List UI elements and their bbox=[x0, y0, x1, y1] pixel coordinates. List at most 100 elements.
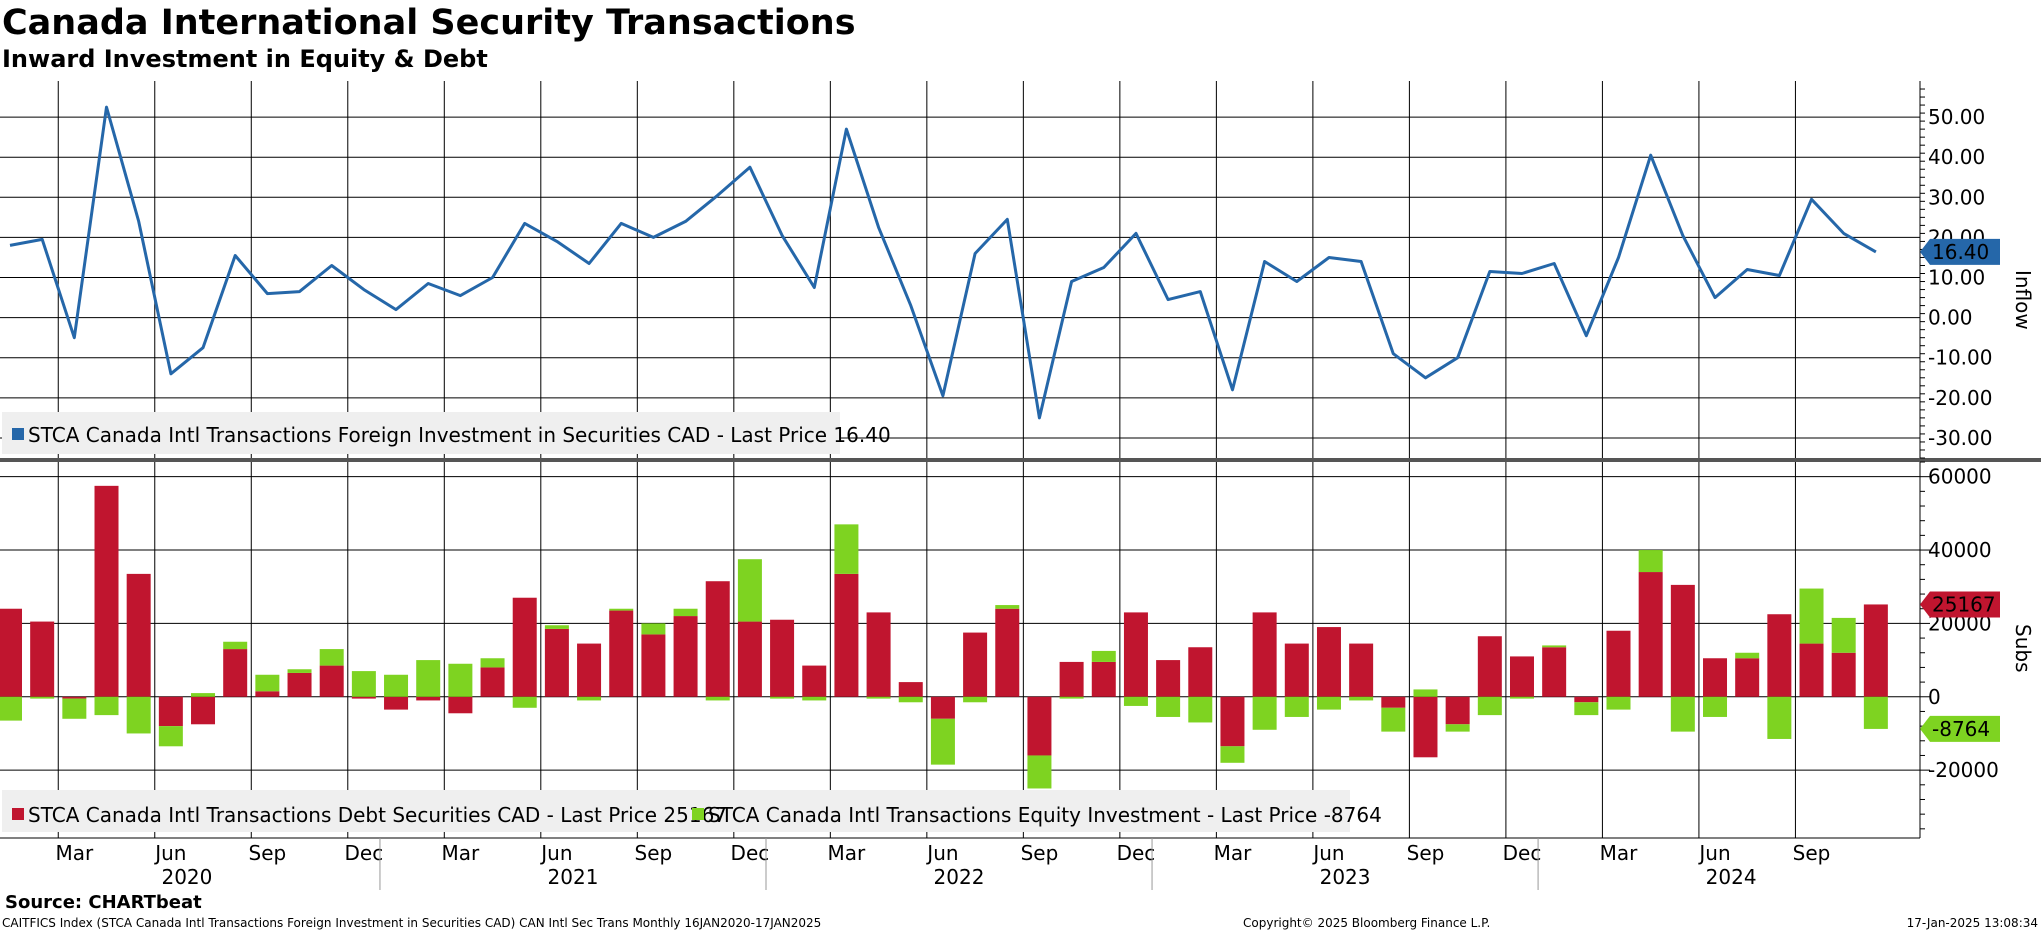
x-month-label: Mar bbox=[1214, 841, 1253, 865]
bar-equity bbox=[30, 696, 55, 699]
top-axis-title: Inflow bbox=[2011, 270, 2035, 330]
top-tick-label: -30.00 bbox=[1928, 426, 1992, 450]
bar-equity bbox=[963, 696, 988, 703]
bar-equity bbox=[255, 674, 280, 692]
bar-debt bbox=[1445, 696, 1470, 725]
bar-equity bbox=[609, 608, 634, 611]
bar-equity bbox=[62, 698, 87, 719]
top-tick-label: -20.00 bbox=[1928, 386, 1992, 410]
bar-equity bbox=[1091, 650, 1116, 662]
bar-debt bbox=[94, 485, 119, 697]
bar-debt bbox=[673, 616, 698, 697]
bar-debt bbox=[866, 612, 891, 697]
bar-debt bbox=[1381, 696, 1406, 708]
bar-equity bbox=[512, 696, 537, 708]
bar-debt bbox=[384, 696, 409, 710]
bar-equity bbox=[834, 524, 859, 574]
bottom-tick-label: 0 bbox=[1928, 685, 1941, 709]
x-month-label: Jun bbox=[539, 841, 572, 865]
last-label-inflow: 16.40 bbox=[1920, 238, 2000, 265]
bar-equity bbox=[673, 608, 698, 617]
x-month-label: Mar bbox=[442, 841, 481, 865]
bar-equity bbox=[641, 623, 666, 635]
bar-equity bbox=[1349, 696, 1374, 701]
bar-debt bbox=[609, 610, 634, 697]
bar-equity bbox=[0, 696, 22, 721]
chart-subtitle: Inward Investment in Equity & Debt bbox=[2, 45, 488, 73]
bar-debt bbox=[126, 573, 151, 697]
bar-debt bbox=[963, 632, 988, 697]
bottom-legend-background bbox=[2, 790, 1350, 832]
bar-equity bbox=[995, 605, 1020, 609]
bar-debt bbox=[1091, 661, 1116, 697]
bar-debt bbox=[577, 643, 602, 697]
bar-equity bbox=[1863, 696, 1888, 729]
bar-debt bbox=[1284, 643, 1309, 697]
bar-debt bbox=[834, 573, 859, 697]
legend-label-debt: STCA Canada Intl Transactions Debt Secur… bbox=[28, 803, 727, 827]
top-y-axis: 50.0040.0030.0020.0010.000.00-10.00-20.0… bbox=[1919, 81, 1992, 459]
bar-debt bbox=[1252, 612, 1277, 697]
x-month-label: Dec bbox=[731, 841, 770, 865]
bar-equity bbox=[1188, 696, 1213, 723]
x-month-label: Mar bbox=[1600, 841, 1639, 865]
x-month-label: Dec bbox=[1503, 841, 1542, 865]
bar-equity bbox=[930, 718, 955, 765]
top-grid bbox=[0, 81, 1920, 458]
x-month-label: Dec bbox=[345, 841, 384, 865]
bottom-tick-label: -20000 bbox=[1928, 758, 1999, 782]
bar-equity bbox=[223, 641, 248, 650]
bar-equity bbox=[158, 726, 183, 747]
bar-equity bbox=[448, 663, 473, 697]
line-series bbox=[9, 105, 1877, 420]
bar-debt bbox=[416, 696, 441, 701]
bar-equity bbox=[416, 660, 441, 697]
bar-equity bbox=[802, 696, 827, 701]
bar-debt bbox=[1316, 627, 1341, 697]
bar-debt bbox=[255, 691, 280, 697]
bar-equity bbox=[866, 696, 891, 699]
bar-debt bbox=[1156, 660, 1181, 697]
chart-title: Canada International Security Transactio… bbox=[2, 3, 856, 43]
bar-equity bbox=[705, 696, 730, 701]
bar-equity bbox=[287, 669, 312, 673]
legend-label-equity: STCA Canada Intl Transactions Equity Inv… bbox=[708, 803, 1382, 827]
bar-equity bbox=[577, 696, 602, 701]
bar-equity bbox=[1509, 696, 1534, 699]
x-month-label: Sep bbox=[1021, 841, 1059, 865]
bar-debt bbox=[1863, 604, 1888, 697]
bar-debt bbox=[1413, 696, 1438, 758]
bar-equity bbox=[1284, 696, 1309, 717]
bar-debt bbox=[1220, 696, 1245, 747]
top-tick-label: 10.00 bbox=[1928, 266, 1985, 290]
x-month-label: Sep bbox=[249, 841, 287, 865]
x-month-label: Sep bbox=[1793, 841, 1831, 865]
bar-equity bbox=[1027, 755, 1052, 789]
bar-debt bbox=[1606, 630, 1631, 697]
bar-equity bbox=[1703, 696, 1728, 717]
x-year-label: 2023 bbox=[1320, 865, 1371, 889]
bottom-axis-title: Subs bbox=[2011, 624, 2035, 673]
bar-equity bbox=[770, 696, 795, 699]
bar-equity bbox=[1735, 652, 1760, 659]
bar-debt bbox=[1703, 658, 1728, 697]
bar-debt bbox=[223, 649, 248, 697]
bar-equity bbox=[191, 693, 216, 697]
bar-equity bbox=[1381, 707, 1406, 732]
bar-debt bbox=[1735, 658, 1760, 697]
bar-equity bbox=[1670, 696, 1695, 732]
inflow-line bbox=[9, 105, 1877, 420]
bar-equity bbox=[1767, 696, 1792, 739]
bar-debt bbox=[1509, 656, 1534, 697]
x-year-label: 2021 bbox=[548, 865, 599, 889]
x-month-label: Jun bbox=[1697, 841, 1730, 865]
x-year-label: 2022 bbox=[934, 865, 985, 889]
bar-debt bbox=[995, 608, 1020, 697]
bar-equity bbox=[384, 674, 409, 697]
bar-debt bbox=[512, 597, 537, 697]
bar-debt bbox=[770, 619, 795, 697]
bar-debt bbox=[1188, 647, 1213, 697]
bar-debt bbox=[351, 696, 376, 699]
